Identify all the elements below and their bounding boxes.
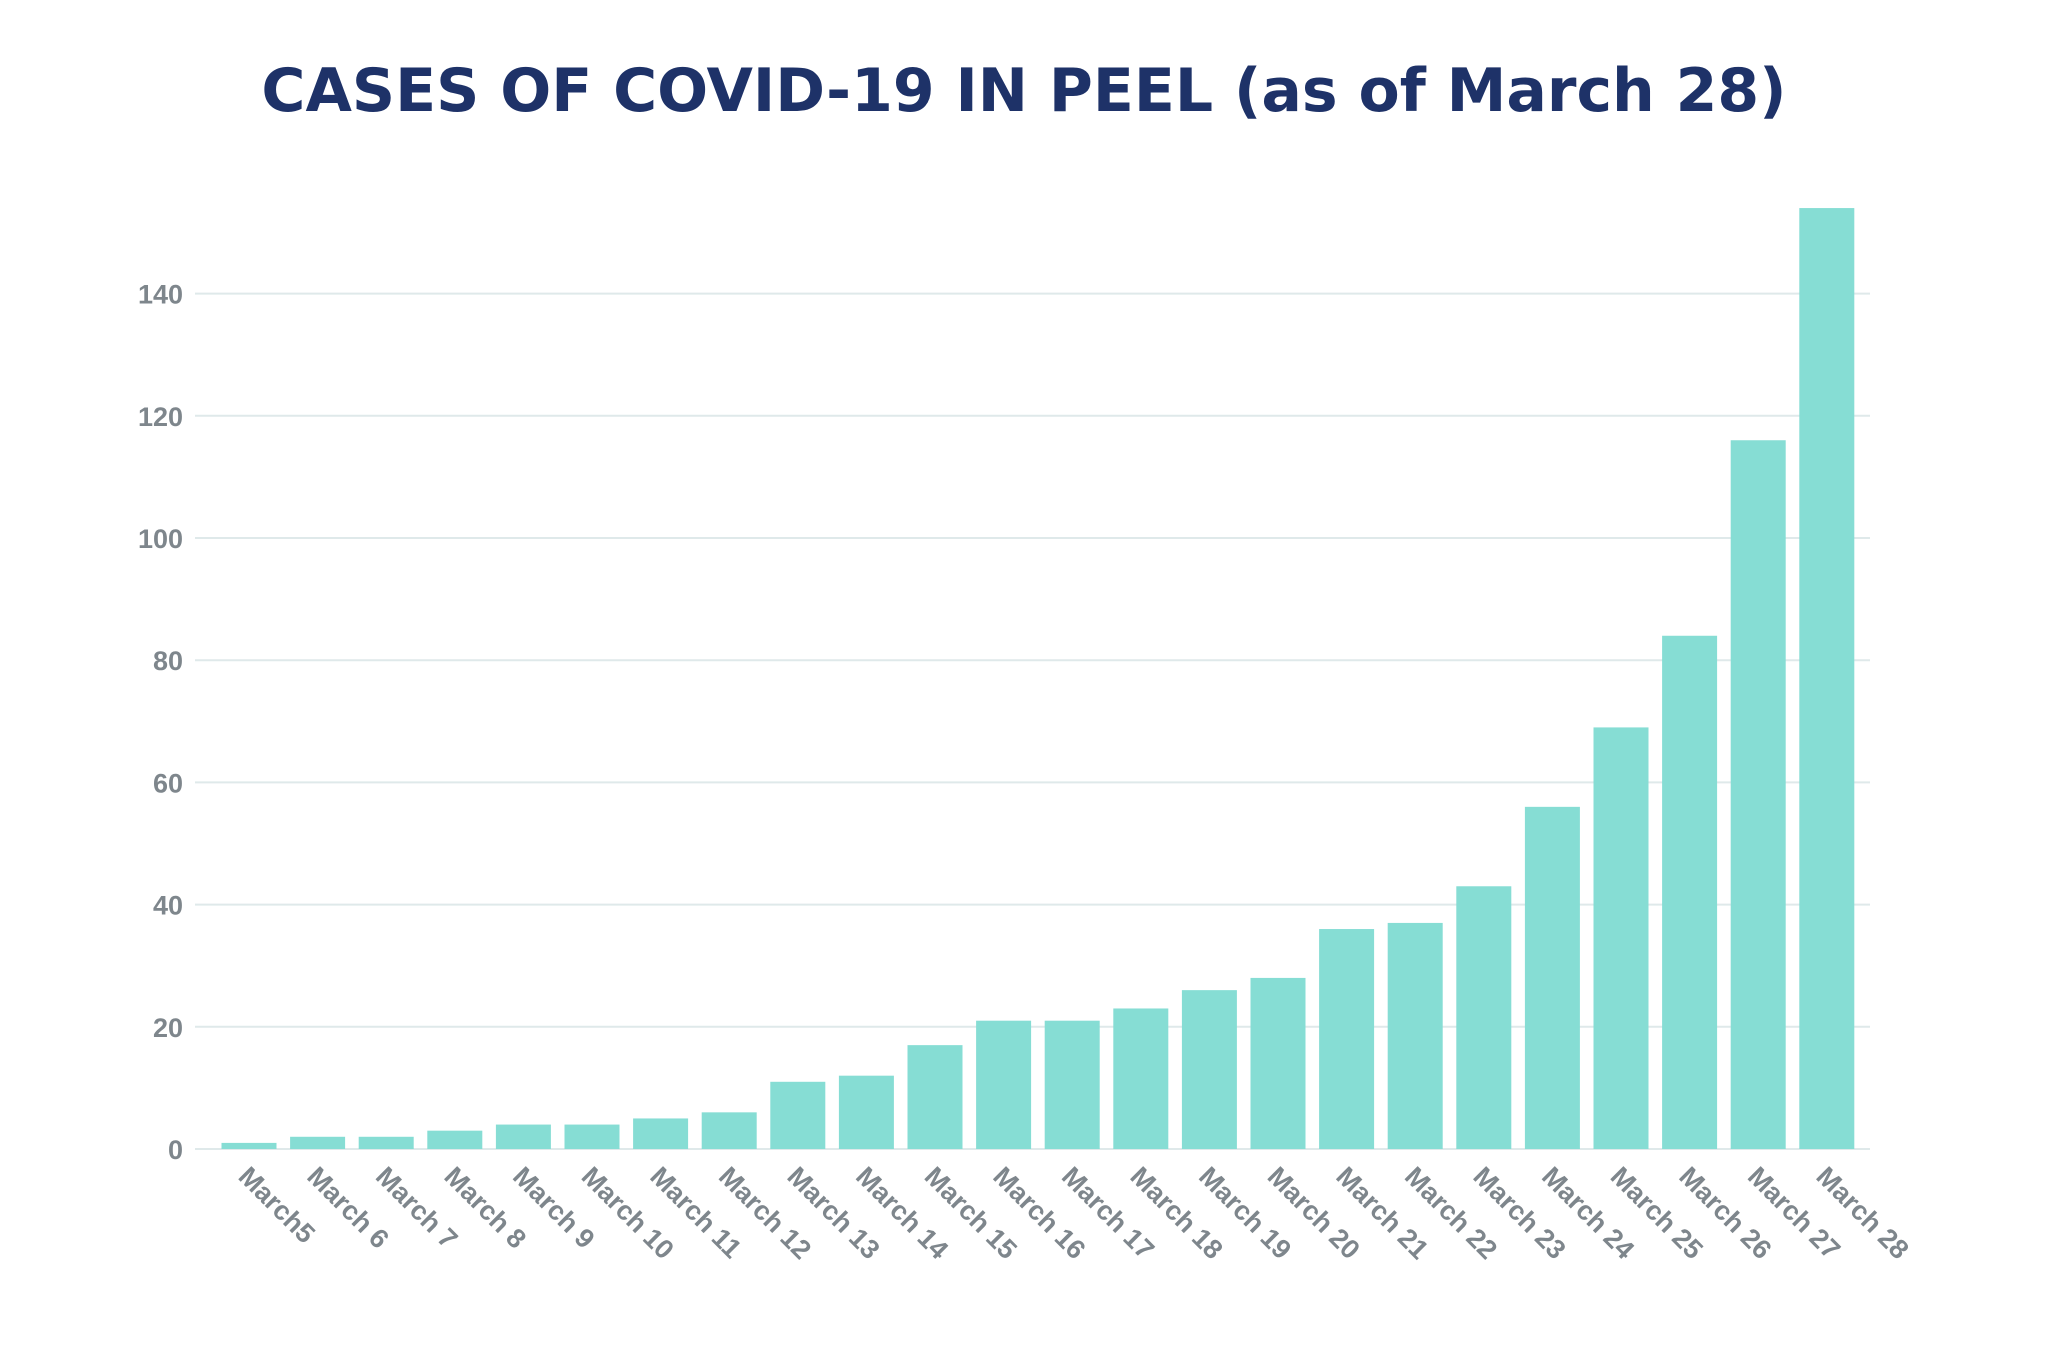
bar	[1387, 922, 1443, 1149]
bars	[221, 208, 1855, 1149]
chart-title: CASES OF COVID-19 IN PEEL (as of March 2…	[261, 56, 1787, 126]
bar	[838, 1075, 894, 1149]
bar	[976, 1020, 1032, 1149]
bar	[701, 1112, 757, 1149]
bar	[633, 1118, 689, 1149]
bar	[290, 1136, 346, 1149]
bar	[1456, 886, 1512, 1149]
bar	[564, 1124, 620, 1149]
bar	[1662, 635, 1718, 1149]
y-tick-label: 60	[153, 768, 183, 798]
y-tick-label: 140	[138, 280, 183, 310]
bar	[427, 1130, 483, 1149]
bar	[221, 1142, 277, 1149]
bar	[1181, 990, 1237, 1149]
y-tick-label: 120	[138, 402, 183, 432]
bar	[495, 1124, 551, 1149]
bar	[358, 1136, 414, 1149]
y-tick-label: 0	[168, 1135, 183, 1165]
y-axis-ticks: 0 20 40 60 80 100 120 140	[138, 280, 183, 1165]
bar	[907, 1045, 963, 1149]
bar	[1730, 440, 1786, 1149]
y-tick-label: 80	[153, 646, 183, 676]
y-tick-label: 20	[153, 1013, 183, 1043]
y-tick-label: 100	[138, 524, 183, 554]
bar	[1113, 1008, 1169, 1149]
bar	[1593, 727, 1649, 1149]
bar	[1524, 806, 1580, 1149]
x-category-label: March5	[233, 1161, 321, 1249]
bar	[1044, 1020, 1100, 1149]
bar	[1799, 208, 1855, 1149]
bar	[770, 1081, 826, 1149]
y-tick-label: 40	[153, 891, 183, 921]
bar	[1319, 929, 1375, 1149]
bar	[1250, 977, 1306, 1149]
